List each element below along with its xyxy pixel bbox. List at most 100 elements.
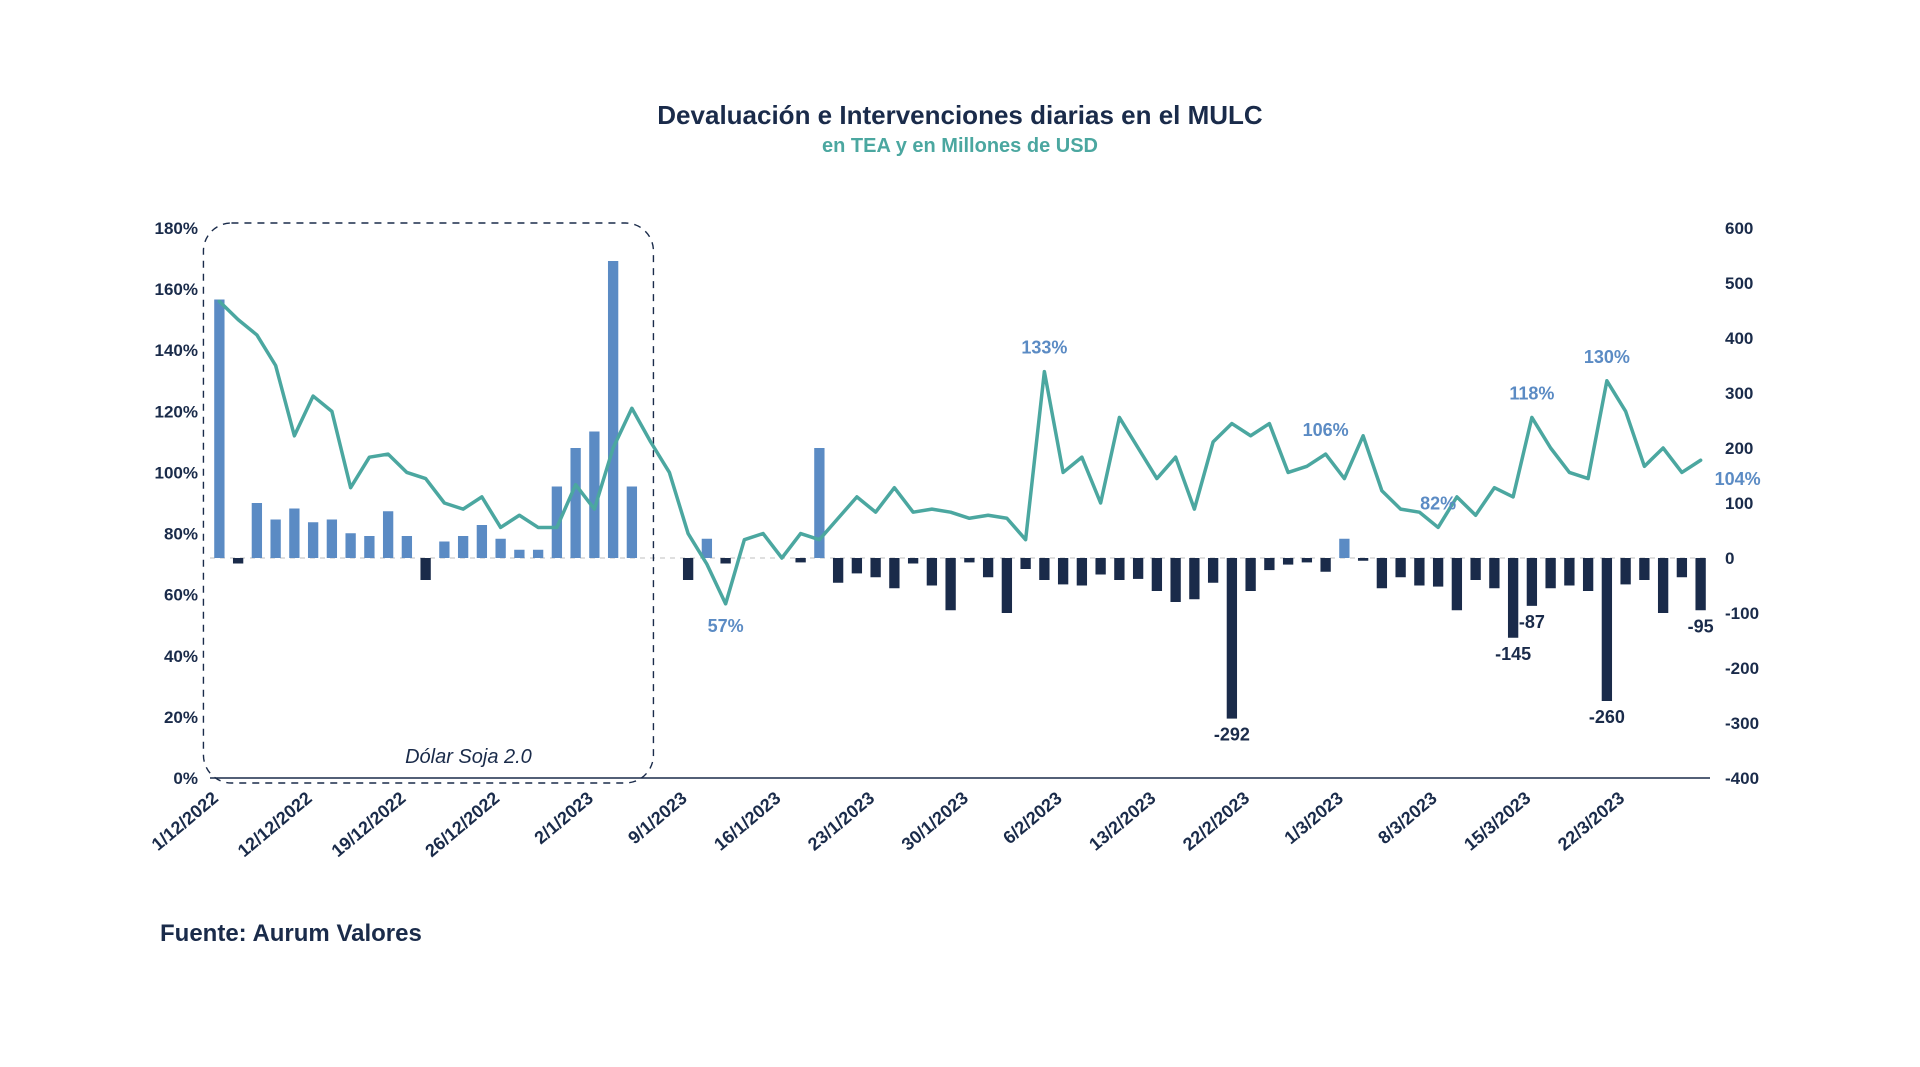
- bar: [983, 558, 993, 577]
- bar: [1133, 558, 1143, 579]
- chart-source: Fuente: Aurum Valores: [160, 920, 422, 948]
- bar: [1527, 558, 1537, 606]
- bar: [1452, 558, 1462, 610]
- bar: [327, 520, 337, 559]
- bar: [570, 448, 580, 558]
- line-annotation: 130%: [1584, 347, 1630, 367]
- bar: [1320, 558, 1330, 572]
- bar: [402, 536, 412, 558]
- svg-text:-100: -100: [1725, 604, 1759, 623]
- bar: [252, 503, 262, 558]
- bar: [964, 558, 974, 562]
- bar: [383, 511, 393, 558]
- x-axis-label: 30/1/2023: [898, 788, 972, 855]
- bar: [1077, 558, 1087, 586]
- bar: [1058, 558, 1068, 584]
- bar: [927, 558, 937, 586]
- line-annotation: 118%: [1509, 383, 1554, 403]
- x-axis-label: 2/1/2023: [530, 788, 597, 848]
- x-axis-label: 22/3/2023: [1554, 788, 1628, 855]
- bar: [289, 509, 299, 559]
- x-axis-label: 8/3/2023: [1374, 788, 1441, 848]
- bar: [233, 558, 243, 564]
- bar: [1114, 558, 1124, 580]
- x-axis-label: 26/12/2022: [421, 788, 503, 861]
- bar-annotation: -87: [1519, 612, 1545, 632]
- x-axis-label: 19/12/2022: [328, 788, 410, 861]
- bar: [1208, 558, 1218, 583]
- bar: [308, 522, 318, 558]
- bar: [1264, 558, 1274, 570]
- bar-annotation: -292: [1214, 725, 1250, 745]
- bar: [1414, 558, 1424, 586]
- svg-text:20%: 20%: [164, 708, 198, 727]
- bar: [1470, 558, 1480, 580]
- x-axis-label: 6/2/2023: [999, 788, 1066, 848]
- bar: [1002, 558, 1012, 613]
- bar: [1602, 558, 1612, 701]
- line-annotation: 82%: [1420, 493, 1456, 513]
- svg-text:500: 500: [1725, 274, 1753, 293]
- bar: [1227, 558, 1237, 719]
- line-annotation: 106%: [1303, 420, 1349, 440]
- bar: [833, 558, 843, 583]
- x-axis-label: 13/2/2023: [1085, 788, 1159, 855]
- bar: [533, 550, 543, 558]
- bar: [1245, 558, 1255, 591]
- svg-text:0: 0: [1725, 549, 1734, 568]
- bar: [1658, 558, 1668, 613]
- svg-text:180%: 180%: [155, 219, 198, 238]
- bar: [1695, 558, 1705, 610]
- bar: [1283, 558, 1293, 565]
- bar: [1677, 558, 1687, 577]
- bar: [1095, 558, 1105, 575]
- chart-subtitle: en TEA y en Millones de USD: [120, 135, 1800, 158]
- bar: [270, 520, 280, 559]
- x-axis-label: 22/2/2023: [1179, 788, 1253, 855]
- bar: [1377, 558, 1387, 588]
- bar: [908, 558, 918, 564]
- bar: [214, 300, 224, 559]
- bar: [1395, 558, 1405, 577]
- callout-box: [203, 223, 653, 783]
- bar: [1564, 558, 1574, 586]
- bar: [627, 487, 637, 559]
- x-axis-label: 23/1/2023: [804, 788, 878, 855]
- bar-annotation: -95: [1688, 616, 1714, 636]
- bar: [795, 558, 805, 562]
- bar: [420, 558, 430, 580]
- bar-annotation: -145: [1495, 644, 1531, 664]
- bar: [1508, 558, 1518, 638]
- bar: [364, 536, 374, 558]
- bar: [514, 550, 524, 558]
- x-axis-label: 1/3/2023: [1280, 788, 1347, 848]
- bar: [945, 558, 955, 610]
- bar: [683, 558, 693, 580]
- svg-text:80%: 80%: [164, 525, 198, 544]
- svg-text:40%: 40%: [164, 647, 198, 666]
- svg-text:400: 400: [1725, 329, 1753, 348]
- bar: [439, 542, 449, 559]
- svg-text:-300: -300: [1725, 714, 1759, 733]
- svg-text:0%: 0%: [173, 769, 198, 788]
- x-axis-label: 1/12/2022: [148, 788, 222, 855]
- bar: [1339, 539, 1349, 558]
- x-axis-label: 9/1/2023: [624, 788, 691, 848]
- bar: [1545, 558, 1555, 588]
- x-axis-label: 15/3/2023: [1460, 788, 1534, 855]
- line-annotation: 104%: [1715, 469, 1761, 489]
- svg-text:100: 100: [1725, 494, 1753, 513]
- chart-title: Devaluación e Intervenciones diarias en …: [120, 100, 1800, 131]
- svg-text:120%: 120%: [155, 402, 198, 421]
- bar: [870, 558, 880, 577]
- bar: [852, 558, 862, 573]
- svg-text:60%: 60%: [164, 586, 198, 605]
- svg-text:140%: 140%: [155, 341, 198, 360]
- bar: [1020, 558, 1030, 569]
- bar: [720, 558, 730, 564]
- bar: [608, 261, 618, 558]
- bar-annotation: -260: [1589, 707, 1625, 727]
- callout-label: Dólar Soja 2.0: [405, 746, 532, 768]
- bar: [1170, 558, 1180, 602]
- svg-text:300: 300: [1725, 384, 1753, 403]
